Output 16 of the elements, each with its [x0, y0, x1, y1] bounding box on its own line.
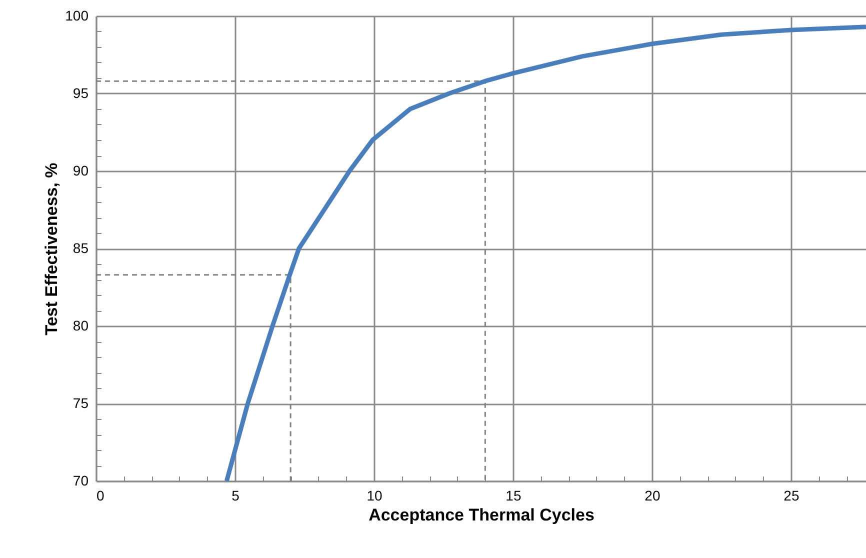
x-tick-label: 20 [644, 488, 660, 504]
y-tick-label: 90 [72, 162, 89, 178]
y-tick-label: 75 [72, 395, 89, 411]
x-tick-label: 25 [784, 488, 800, 504]
y-tick-label: 80 [72, 318, 89, 334]
x-tick-label: 10 [366, 488, 382, 504]
y-tick-label: 85 [72, 240, 89, 256]
y-tick-label: 70 [72, 472, 89, 488]
y-tick-label: 95 [72, 85, 89, 101]
x-tick-label: 5 [232, 488, 240, 504]
x-tick-label: 0 [96, 488, 104, 504]
y-axis-title: Test Effectiveness, % [42, 162, 62, 336]
x-axis-title: Acceptance Thermal Cycles [368, 506, 594, 524]
line-series [224, 24, 866, 484]
x-tick-label: 15 [506, 488, 522, 504]
y-tick-label: 100 [65, 8, 89, 24]
